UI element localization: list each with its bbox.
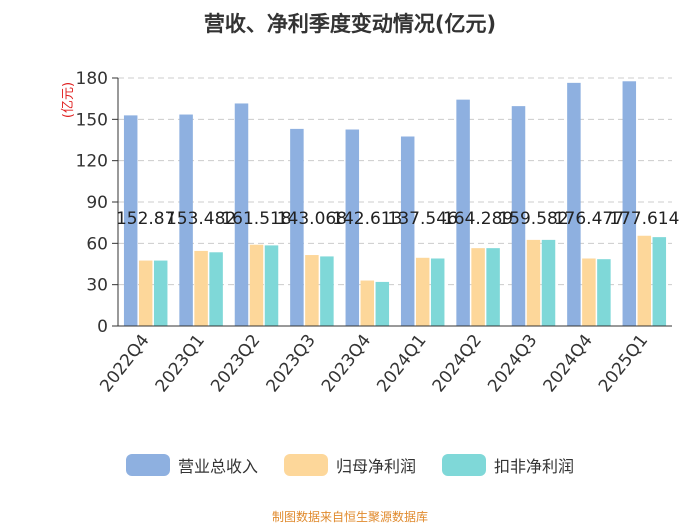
data-label: 161.518 (221, 209, 291, 229)
y-axis-label: (亿元) (61, 82, 76, 118)
y-tick-label: 120 (76, 152, 108, 172)
bar-series-2 (209, 252, 223, 326)
data-label: 152.87 (116, 209, 175, 229)
data-label: 176.477 (554, 209, 624, 229)
x-tick-label: 2023Q2 (207, 331, 264, 396)
data-label: 177.614 (609, 209, 679, 229)
legend-swatch-net-profit (283, 454, 328, 476)
y-tick-label: 0 (97, 317, 108, 337)
bar-series-2 (264, 245, 279, 326)
bar-series-1 (360, 280, 375, 326)
y-tick-label: 60 (86, 234, 108, 254)
bar-series-0 (511, 106, 526, 326)
bar-series-0 (290, 128, 304, 326)
data-label: 143.068 (277, 209, 347, 229)
chart-legend: 营业总收入 归母净利润 扣非净利润 (0, 453, 700, 477)
bar-series-1 (415, 257, 430, 326)
legend-item-revenue[interactable]: 营业总收入 (125, 453, 258, 477)
bar-series-1 (305, 255, 319, 326)
x-tick-label: 2024Q1 (373, 331, 430, 396)
y-tick-label: 30 (86, 276, 108, 296)
x-tick-label: 2022Q4 (96, 331, 153, 396)
legend-item-net-profit[interactable]: 归母净利润 (283, 453, 416, 477)
y-tick-label: 180 (76, 69, 108, 89)
source-note: 制图数据来自恒生聚源数据库 (271, 510, 428, 524)
legend-label-net-profit: 归母净利润 (335, 457, 416, 476)
legend-item-deducted-net-profit[interactable]: 扣非净利润 (442, 453, 574, 477)
legend-swatch-revenue (125, 454, 170, 476)
bar-series-1 (526, 239, 541, 326)
bar-series-0 (456, 99, 470, 326)
x-tick-label: 2024Q2 (429, 331, 486, 396)
bar-series-0 (345, 129, 360, 326)
bar-series-2 (541, 239, 556, 326)
data-label: 153.482 (166, 209, 236, 229)
data-label: 137.546 (388, 209, 458, 229)
chart-title: 营收、净利季度变动情况(亿元) (203, 12, 497, 36)
x-tick-label: 2023Q1 (152, 331, 209, 396)
bar-series-1 (582, 258, 596, 326)
legend-label-deducted-net-profit: 扣非净利润 (494, 457, 575, 476)
bar-series-2 (652, 237, 667, 326)
x-tick-label: 2024Q3 (484, 331, 541, 396)
bar-series-2 (430, 258, 445, 326)
x-tick-label: 2025Q1 (595, 331, 652, 396)
x-tick-label: 2023Q3 (263, 331, 320, 396)
bar-series-1 (249, 244, 264, 326)
bar-series-2 (486, 248, 500, 326)
legend-label-revenue: 营业总收入 (177, 457, 258, 476)
bar-series-0 (567, 82, 581, 326)
y-tick-label: 150 (76, 110, 108, 130)
data-label: 159.582 (498, 209, 568, 229)
bar-series-1 (138, 260, 153, 326)
data-label: 164.289 (443, 209, 513, 229)
bar-series-2 (375, 281, 390, 326)
x-tick-label: 2024Q4 (540, 331, 597, 396)
bar-series-0 (622, 81, 637, 326)
bar-series-2 (153, 260, 168, 326)
bar-series-1 (471, 248, 485, 326)
bar-series-1 (637, 235, 652, 326)
data-label: 142.613 (332, 209, 402, 229)
legend-swatch-deducted-net-profit (442, 454, 486, 476)
bar-series-0 (234, 103, 249, 327)
bar-series-0 (179, 114, 193, 326)
bar-series-0 (400, 136, 415, 326)
bar-series-2 (320, 256, 334, 326)
y-tick-label: 90 (86, 193, 108, 213)
x-tick-label: 2023Q4 (318, 331, 375, 396)
bar-series-1 (194, 250, 208, 326)
bar-series-0 (123, 115, 138, 326)
bar-series-2 (597, 259, 611, 326)
